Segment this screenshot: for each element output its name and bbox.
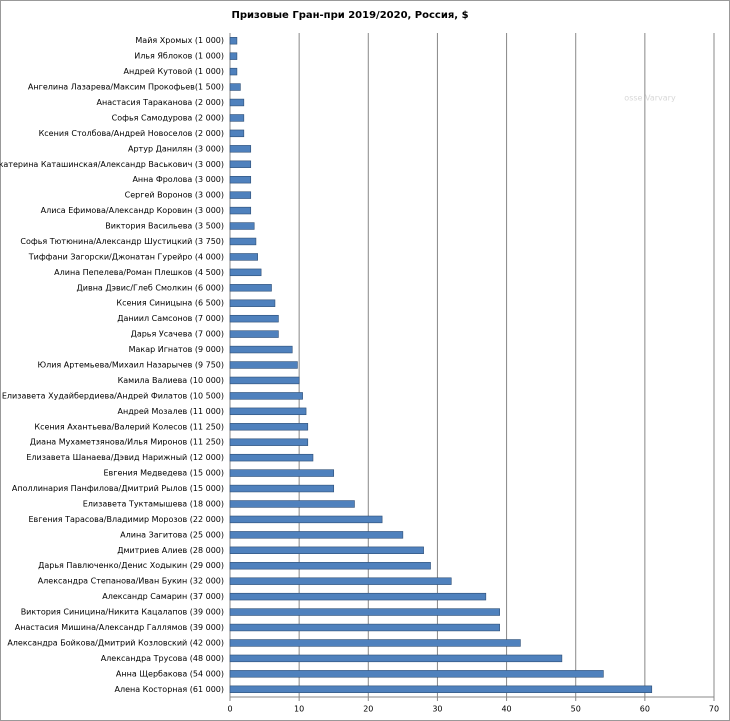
bar <box>229 500 355 508</box>
bar <box>229 253 258 261</box>
bar <box>229 284 272 292</box>
bar <box>229 392 303 400</box>
bar <box>229 114 245 122</box>
bar <box>229 592 487 601</box>
bar <box>229 314 279 323</box>
y-tick-label: Анна Щербакова (54 000) <box>116 669 224 678</box>
y-tick-label: Артур Данилян (3 000) <box>128 144 224 153</box>
y-tick-label: Ксения Синицына (6 500) <box>116 299 224 308</box>
bar <box>229 268 262 277</box>
y-tick-label: Андрей Мозалев (11 000) <box>118 407 224 416</box>
y-tick-label: Евгения Медведева (15 000) <box>103 469 224 478</box>
y-tick-label: Аполлинария Панфилова/Дмитрий Рылов (15 … <box>12 484 224 493</box>
bar <box>229 52 238 60</box>
y-tick-label: Ксения Столбова/Андрей Новоселов (2 000) <box>39 129 224 138</box>
bar <box>229 160 252 168</box>
y-tick-label: Елизавета Худайбердиева/Андрей Филатов (… <box>2 391 224 400</box>
bar <box>229 330 279 338</box>
x-tick-label: 30 <box>432 705 442 714</box>
bar <box>229 67 238 76</box>
y-tick-label: Алина Пепелева/Роман Плешков (4 500) <box>54 268 224 277</box>
y-tick-label: Илья Яблоков (1 000) <box>134 52 224 61</box>
y-tick-label: Александра Степанова/Иван Букин (32 000) <box>38 577 224 586</box>
bar <box>229 129 245 138</box>
x-tick-label: 50 <box>571 705 581 714</box>
y-tick-label: Анастасия Мишина/Александр Галлямов (39 … <box>15 623 224 632</box>
bar <box>229 531 404 539</box>
y-tick-label: Виктория Васильева (3 500) <box>105 222 224 231</box>
bar <box>229 623 500 632</box>
y-tick-label: Алина Загитова (25 000) <box>120 530 224 539</box>
bar <box>229 361 298 369</box>
x-tick-label: 60 <box>640 705 650 714</box>
bar <box>229 546 424 554</box>
y-tick-label: Камила Валиева (10 000) <box>118 376 224 385</box>
y-tick-label: Екатерина Каташинская/Александр Васькови… <box>0 160 224 169</box>
bar <box>229 407 307 416</box>
y-tick-label: Анастасия Тараканова (2 000) <box>97 98 224 107</box>
bar <box>229 191 252 199</box>
bar <box>229 453 314 462</box>
bar <box>229 438 309 446</box>
y-tick-label: Дарья Усачева (7 000) <box>131 330 224 339</box>
bar <box>229 83 241 91</box>
bar <box>229 98 245 107</box>
bar <box>229 37 238 45</box>
bar <box>229 176 252 184</box>
x-tick-label: 70 <box>709 705 719 714</box>
bar <box>229 376 300 385</box>
y-tick-label: Софья Тютюнина/Александр Шустицкий (3 75… <box>20 237 224 246</box>
y-tick-label: Майя Хромых (1 000) <box>135 36 224 45</box>
y-tick-label: Диана Мухаметзянова/Илья Миронов (11 250… <box>30 438 224 447</box>
bar <box>229 423 309 431</box>
bar <box>229 608 500 616</box>
y-tick-label: Анна Фролова (3 000) <box>132 175 224 184</box>
y-tick-label: Александр Самарин (37 000) <box>102 592 224 601</box>
bar <box>229 484 335 493</box>
y-tick-label: Андрей Кутовой (1 000) <box>124 67 224 76</box>
bar <box>229 206 252 215</box>
y-tick-label: Александра Бойкова/Дмитрий Козловский (4… <box>7 638 224 647</box>
bar <box>229 299 276 307</box>
bar <box>229 685 653 693</box>
y-tick-label: Ксения Ахантьева/Валерий Колесов (11 250… <box>34 422 224 431</box>
x-tick-label: 10 <box>294 705 304 714</box>
y-tick-label: Александра Трусова (48 000) <box>101 654 224 663</box>
y-tick-label: Евгения Тарасова/Владимир Морозов (22 00… <box>28 515 224 524</box>
bar <box>229 345 293 354</box>
y-tick-label: Сергей Воронов (3 000) <box>125 191 224 200</box>
bar <box>229 237 257 246</box>
y-tick-label: Юлия Артемьева/Михаил Назарычев (9 750) <box>37 361 224 370</box>
x-tick-label: 20 <box>363 705 373 714</box>
bar <box>229 654 563 663</box>
y-tick-label: Тиффани Загорски/Джонатан Гурейро (4 000… <box>28 252 224 261</box>
x-tick-label: 0 <box>227 705 232 714</box>
x-tick-label: 40 <box>501 705 511 714</box>
y-tick-label: Алиса Ефимова/Александр Коровин (3 000) <box>41 206 224 215</box>
y-tick-label: Виктория Синицина/Никита Кацалапов (39 0… <box>21 608 224 617</box>
y-tick-label: Алена Косторная (61 000) <box>114 685 224 694</box>
y-tick-label: Макар Игнатов (9 000) <box>129 345 224 354</box>
bar <box>229 145 252 153</box>
y-tick-label: Дмитриев Алиев (28 000) <box>117 546 224 555</box>
watermark: osse Varvary <box>624 94 676 103</box>
y-tick-label: Елизавета Туктамышева (18 000) <box>83 499 224 508</box>
y-tick-label: Софья Самодурова (2 000) <box>112 113 224 122</box>
bar <box>229 222 255 230</box>
y-tick-label: Даниил Самсонов (7 000) <box>117 314 224 323</box>
bar <box>229 469 335 477</box>
y-tick-label: Ангелина Лазарева/Максим Прокофьев(1 500… <box>28 83 224 92</box>
y-tick-label: Дивна Дэвис/Глеб Смолкин (6 000) <box>77 283 224 292</box>
bar <box>229 577 452 585</box>
bar <box>229 515 383 524</box>
y-tick-label: Дарья Павлюченко/Денис Ходыкин (29 000) <box>38 561 224 570</box>
bar <box>229 639 521 647</box>
bar <box>229 670 604 678</box>
y-tick-label: Елизавета Шанаева/Дэвид Нарижный (12 000… <box>26 453 224 462</box>
bar <box>229 562 431 570</box>
chart-title: Призовые Гран-при 2019/2020, Россия, $ <box>231 10 468 21</box>
